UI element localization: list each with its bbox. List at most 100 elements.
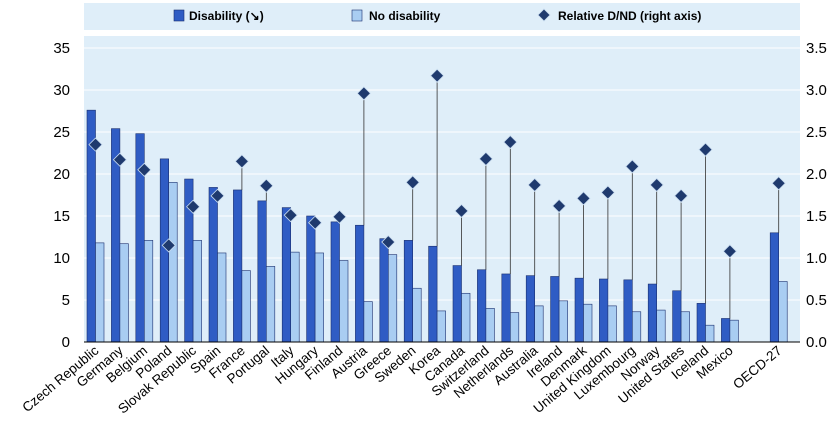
legend-label-no-disability: No disability — [369, 9, 441, 23]
y-left-tick-label: 10 — [53, 250, 70, 267]
y-right-tick-label: 2.5 — [806, 124, 827, 141]
legend-swatch-disability — [173, 9, 185, 22]
bar-no-disability — [607, 305, 617, 343]
y-axis-left: 0 5 10 15 20 25 30 35 — [53, 40, 70, 351]
y-right-tick-label: 1.5 — [806, 208, 827, 225]
bar-disability — [452, 265, 462, 343]
legend-label-relative: Relative D/ND (right axis) — [558, 9, 701, 23]
marker-relative — [210, 188, 225, 203]
marker-relative — [698, 142, 713, 157]
bar-disability — [599, 278, 609, 343]
bar-no-disability — [534, 305, 544, 343]
bar-no-disability — [339, 260, 349, 343]
marker-relative — [625, 159, 640, 174]
marker-relative — [674, 188, 689, 203]
bar-no-disability — [705, 324, 715, 343]
y-left-tick-label: 25 — [53, 124, 70, 141]
marker-relative — [576, 191, 591, 206]
x-axis-labels: Czech RepublicGermanyBelgiumPolandSlovak… — [19, 342, 784, 416]
bar-no-disability — [583, 303, 593, 343]
y-right-tick-label: 3.0 — [806, 82, 827, 99]
bar-disability — [330, 221, 340, 343]
bar-no-disability — [778, 281, 788, 343]
marker-relative — [722, 244, 737, 259]
bar-disability — [281, 207, 292, 343]
bar-disability — [257, 200, 267, 343]
bar-disability — [672, 290, 682, 343]
bar-disability — [574, 277, 584, 343]
marker-relative — [308, 215, 323, 230]
stems-group — [241, 75, 780, 319]
marker-relative — [234, 154, 249, 169]
marker-relative — [454, 203, 469, 219]
bar-no-disability — [144, 240, 154, 343]
legend: Disability (↘) No disability Relative D/… — [173, 8, 701, 23]
y-right-tick-label: 0.0 — [806, 334, 827, 351]
marker-relative — [112, 152, 127, 167]
legend-box — [84, 3, 800, 30]
marker-relative — [283, 208, 298, 223]
marker-relative — [332, 209, 347, 224]
marker-relative — [430, 68, 445, 83]
bar-no-disability — [729, 319, 739, 343]
legend-label-disability: Disability (↘) — [189, 9, 264, 23]
bar-disability — [477, 269, 487, 343]
markers-group — [88, 68, 786, 259]
bar-disability — [379, 238, 389, 343]
bar-disability — [428, 245, 438, 343]
y-right-tick-label: 0.5 — [806, 292, 827, 309]
bar-disability — [623, 279, 633, 343]
bar-no-disability — [485, 308, 495, 343]
bar-no-disability — [461, 292, 471, 343]
y-left-tick-label: 30 — [53, 82, 70, 99]
marker-relative — [503, 135, 518, 150]
marker-relative — [356, 86, 371, 101]
bar-disability — [306, 215, 316, 343]
bar-no-disability — [509, 312, 520, 343]
bar-disability — [355, 224, 365, 343]
bar-no-disability — [192, 240, 202, 343]
y-left-tick-label: 5 — [62, 292, 70, 309]
category-label: OECD-27 — [730, 343, 784, 392]
bar-disability — [769, 232, 780, 343]
marker-relative — [137, 162, 152, 177]
y-left-tick-label: 35 — [53, 40, 70, 57]
bar-disability — [696, 303, 706, 343]
y-right-tick-label: 2.0 — [806, 166, 827, 183]
bar-no-disability — [631, 311, 642, 343]
bar-disability — [550, 276, 560, 343]
bar-no-disability — [680, 311, 690, 343]
bar-disability — [647, 283, 658, 343]
bar-no-disability — [95, 242, 105, 343]
bar-no-disability — [265, 266, 276, 343]
marker-relative — [259, 178, 274, 193]
y-left-tick-label: 15 — [53, 208, 70, 225]
bar-no-disability — [558, 300, 568, 343]
bar-disability — [233, 189, 243, 343]
y-left-tick-label: 0 — [62, 334, 70, 351]
marker-relative — [771, 176, 786, 191]
bar-no-disability — [168, 182, 178, 343]
bar-no-disability — [290, 251, 300, 343]
y-right-tick-label: 1.0 — [806, 250, 827, 267]
legend-diamond-icon — [537, 8, 551, 22]
marker-relative — [186, 199, 201, 214]
y-axis-right: 0.0 0.5 1.0 1.5 2.0 2.5 3.0 3.5 — [806, 40, 827, 351]
y-left-tick-label: 20 — [53, 166, 70, 183]
marker-relative — [649, 177, 664, 192]
marker-relative — [88, 137, 103, 152]
bar-no-disability — [387, 254, 398, 343]
marker-relative — [381, 234, 396, 250]
bar-disability — [403, 240, 414, 343]
bar-no-disability — [217, 252, 227, 343]
bar-disability — [501, 273, 511, 343]
bar-disability — [525, 275, 536, 343]
bar-no-disability — [436, 310, 446, 343]
marker-relative — [552, 198, 567, 213]
bar-no-disability — [241, 270, 251, 343]
bar-no-disability — [314, 252, 324, 343]
marker-relative — [600, 185, 615, 200]
bar-disability — [208, 187, 218, 343]
gridlines — [84, 47, 800, 301]
